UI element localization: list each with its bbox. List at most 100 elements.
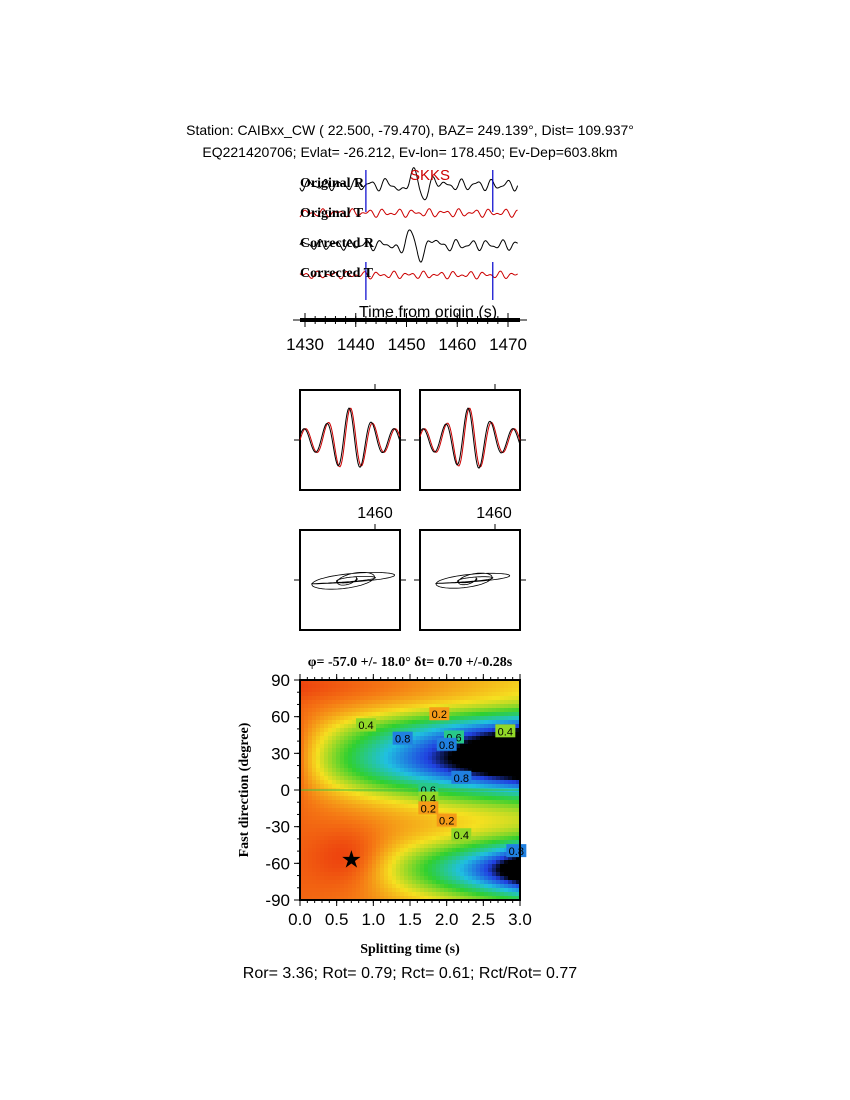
heatmap-cell [496,708,501,713]
heatmap-cell [312,744,317,749]
heatmap-cell [432,692,437,697]
heatmap-cell [496,756,501,761]
heatmap-cell [500,892,505,897]
heatmap-cell [516,856,521,861]
heatmap-cell [388,764,393,769]
heatmap-cell [332,808,337,813]
heatmap-cell [408,808,413,813]
heatmap-cell [376,896,381,901]
heatmap-cell [392,828,397,833]
best-fit-star-icon: ★ [341,847,363,874]
heatmap-cell [400,784,405,789]
heatmap-cell [444,892,449,897]
heatmap-cell [344,756,349,761]
heatmap-cell [348,780,353,785]
heatmap-cell [340,796,345,801]
heatmap-cell [396,812,401,817]
heatmap-cell [428,820,433,825]
heatmap-cell [484,756,489,761]
heatmap-cell [368,844,373,849]
heatmap-cell [516,752,521,757]
heatmap-cell [496,720,501,725]
heatmap-cell [300,884,305,889]
heatmap-cell [476,688,481,693]
heatmap-cell [372,752,377,757]
heatmap-cell [372,696,377,701]
heatmap-cell [472,876,477,881]
heatmap-cell [500,768,505,773]
heatmap-cell [488,716,493,721]
heatmap-cell [304,696,309,701]
heatmap-cell [332,844,337,849]
heatmap-cell [328,824,333,829]
heatmap-cell [444,800,449,805]
heatmap-cell [464,720,469,725]
heatmap-cell [340,824,345,829]
heatmap-cell [388,812,393,817]
waveform-trace [299,407,401,468]
heatmap-cell [468,824,473,829]
heatmap-cell [484,740,489,745]
heatmap-cell [468,880,473,885]
heatmap-cell [436,724,441,729]
heatmap-cell [328,732,333,737]
heatmap-cell [300,816,305,821]
heatmap-cell [388,888,393,893]
heatmap-cell [424,756,429,761]
heatmap-cell [440,852,445,857]
heatmap-cell [444,780,449,785]
heatmap-cell [376,856,381,861]
heatmap-cell [320,872,325,877]
heatmap-cell [376,764,381,769]
heatmap-cell [388,840,393,845]
heatmap-cell [388,848,393,853]
heatmap-cell [512,800,517,805]
heatmap-cell [480,884,485,889]
heatmap-cell [444,844,449,849]
heatmap-cell [400,832,405,837]
heatmap-cell [368,820,373,825]
heatmap-cell [308,824,313,829]
heatmap-cell [344,804,349,809]
heatmap-cell [360,780,365,785]
heatmap-cell [464,728,469,733]
heatmap-cell [384,836,389,841]
heatmap-cell [352,816,357,821]
heatmap-cell [480,888,485,893]
heatmap-cell [516,812,521,817]
heatmap-cell [388,708,393,713]
heatmap-cell [496,828,501,833]
heatmap-cell [320,732,325,737]
heatmap-cell [496,872,501,877]
heatmap-cell [300,856,305,861]
heatmap-cell [396,880,401,885]
heatmap-cell [300,896,305,901]
heatmap-cell [380,692,385,697]
heatmap-cell [464,684,469,689]
heatmap-cell [512,740,517,745]
heatmap-cell [316,804,321,809]
heatmap-cell [408,876,413,881]
heatmap-cell [412,800,417,805]
heatmap-cell [308,796,313,801]
heatmap-cell [332,692,337,697]
heatmap-cell [356,792,361,797]
heatmap-cell [464,856,469,861]
heatmap-cell [344,688,349,693]
heatmap-cell [312,724,317,729]
heatmap-cell [400,800,405,805]
heatmap-cell [464,876,469,881]
heatmap-cell [416,860,421,865]
heatmap-cell [320,752,325,757]
heatmap-cell [404,832,409,837]
heatmap-cell [456,848,461,853]
heatmap-cell [500,820,505,825]
heatmap-cell [504,716,509,721]
heatmap-cell [468,680,473,685]
heatmap-cell [448,764,453,769]
heatmap-cell [300,712,305,717]
heatmap-cell [480,800,485,805]
heatmap-cell [508,872,513,877]
heatmap-cell [500,752,505,757]
heatmap-cell [516,840,521,845]
